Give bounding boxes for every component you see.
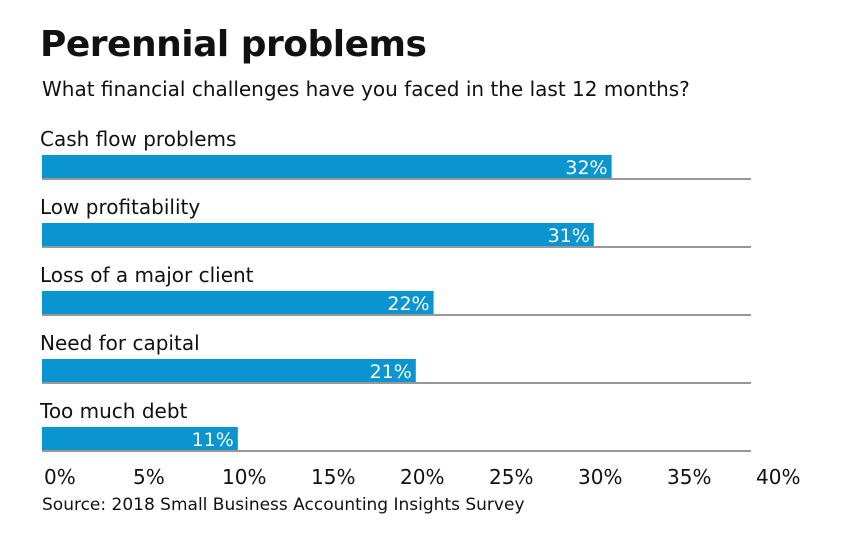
x-tick-label: 5% <box>133 465 165 489</box>
chart-title: Perennial problems <box>40 24 427 65</box>
bar <box>42 291 434 314</box>
data-label: 22% <box>387 293 429 315</box>
x-tick-label: 15% <box>311 465 355 489</box>
data-label: 21% <box>370 361 412 383</box>
x-tick-label: 40% <box>756 465 800 489</box>
x-tick-label: 20% <box>400 465 444 489</box>
data-label: 32% <box>565 157 607 179</box>
x-tick-label: 25% <box>489 465 533 489</box>
category-label: Need for capital <box>40 331 200 355</box>
data-label: 11% <box>192 429 234 451</box>
category-label: Low profitability <box>40 195 200 219</box>
x-tick-label: 10% <box>222 465 266 489</box>
bar <box>42 427 238 450</box>
bar <box>42 359 416 382</box>
source-note: Source: 2018 Small Business Accounting I… <box>42 495 525 515</box>
bar <box>42 223 594 246</box>
chart-subtitle: What financial challenges have you faced… <box>42 77 690 101</box>
x-tick-label: 35% <box>667 465 711 489</box>
data-label: 31% <box>548 225 590 247</box>
category-label: Loss of a major client <box>40 263 254 287</box>
x-tick-label: 0% <box>44 465 76 489</box>
category-label: Cash flow problems <box>40 127 236 151</box>
x-tick-label: 30% <box>578 465 622 489</box>
bar <box>42 155 612 178</box>
category-label: Too much debt <box>39 399 188 423</box>
